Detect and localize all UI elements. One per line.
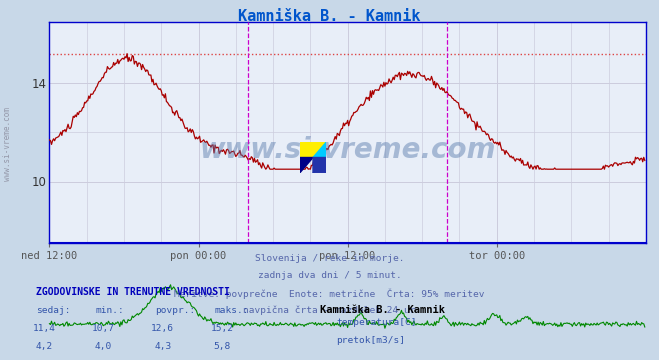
Text: pretok[m3/s]: pretok[m3/s] [336, 336, 405, 345]
Text: www.si-vreme.com: www.si-vreme.com [3, 107, 13, 181]
Text: 5,8: 5,8 [214, 342, 231, 351]
Text: www.si-vreme.com: www.si-vreme.com [200, 136, 496, 164]
Text: Kamniška B. - Kamnik: Kamniška B. - Kamnik [239, 9, 420, 24]
Text: zadnja dva dni / 5 minut.: zadnja dva dni / 5 minut. [258, 271, 401, 280]
Text: temperatura[C]: temperatura[C] [336, 318, 416, 327]
Polygon shape [313, 158, 326, 173]
Text: Slovenija / reke in morje.: Slovenija / reke in morje. [255, 254, 404, 263]
Text: navpična črta - razdelek 24 ur: navpična črta - razdelek 24 ur [243, 306, 416, 315]
Text: Meritve: povprečne  Enote: metrične  Črta: 95% meritev: Meritve: povprečne Enote: metrične Črta:… [174, 288, 485, 299]
Text: sedaj:: sedaj: [36, 306, 71, 315]
Text: 4,2: 4,2 [36, 342, 53, 351]
Polygon shape [300, 158, 313, 173]
Polygon shape [313, 142, 326, 158]
Polygon shape [300, 142, 313, 158]
Text: ZGODOVINSKE IN TRENUTNE VREDNOSTI: ZGODOVINSKE IN TRENUTNE VREDNOSTI [36, 287, 230, 297]
Text: povpr.:: povpr.: [155, 306, 195, 315]
Polygon shape [313, 158, 326, 173]
Text: 10,7: 10,7 [92, 324, 115, 333]
Text: min.:: min.: [96, 306, 125, 315]
Text: 4,3: 4,3 [154, 342, 171, 351]
Text: 15,2: 15,2 [211, 324, 233, 333]
Text: 4,0: 4,0 [95, 342, 112, 351]
Text: 12,6: 12,6 [152, 324, 174, 333]
Text: Kamniška B. - Kamnik: Kamniška B. - Kamnik [320, 305, 445, 315]
Text: maks.:: maks.: [214, 306, 248, 315]
Text: 11,4: 11,4 [33, 324, 55, 333]
Polygon shape [300, 142, 326, 158]
